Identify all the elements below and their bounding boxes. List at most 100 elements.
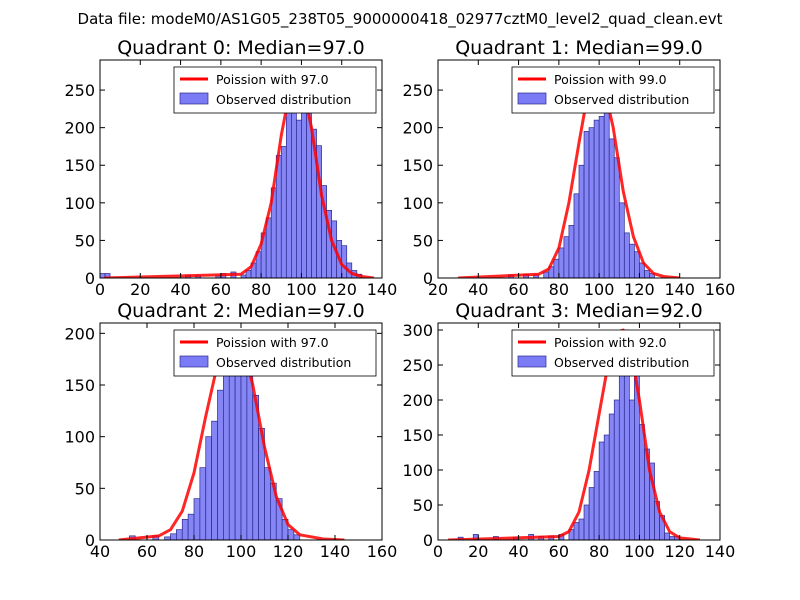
- x-tick-label: 20: [130, 280, 150, 299]
- subplot-title: Quadrant 3: Median=92.0: [455, 300, 703, 322]
- subplot-quadrant-2: 40 60 80 100 120 140 160 0 50 100 150 200 Quadrant 2…: [64, 300, 397, 561]
- histogram-bar: [629, 243, 635, 278]
- x-tick-label: 40: [90, 542, 110, 561]
- y-tick-label: 200: [64, 324, 95, 343]
- y-tick-label: 150: [64, 156, 95, 175]
- histogram-bar: [553, 258, 560, 278]
- histogram-bar: [583, 131, 590, 278]
- legend-label-observed: Observed distribution: [216, 92, 351, 107]
- histogram-bar: [613, 399, 620, 540]
- histogram-bar: [558, 247, 565, 278]
- legend: Poission with 97.0 Observed distribution: [173, 329, 377, 377]
- histogram-bar: [287, 529, 295, 540]
- histogram-bar: [234, 348, 242, 540]
- legend-label-observed: Observed distribution: [216, 355, 351, 370]
- axes-frame: [99, 59, 383, 279]
- figure-suptitle: Data file: modeM0/AS1G05_238T05_90000004…: [78, 10, 723, 29]
- legend-bar-swatch: [517, 355, 547, 368]
- axes-frame: [437, 59, 721, 279]
- histogram-bar: [205, 436, 212, 540]
- legend-label-poisson: Poission with 92.0: [554, 335, 667, 350]
- histogram-bar: [593, 119, 600, 278]
- y-tick-label: 250: [64, 81, 95, 100]
- legend-box: [511, 66, 715, 114]
- y-tick-label: 100: [402, 194, 433, 213]
- y-tick-label: 50: [75, 479, 95, 498]
- y-tick-label: 50: [413, 231, 433, 250]
- histogram-bar: [573, 522, 580, 540]
- y-tick-label: 0: [85, 531, 95, 550]
- subplot-quadrant-0: 0 20 40 60 80 100 120 140 0 50 100 150 200 250 Quadran…: [64, 37, 397, 299]
- y-tick-label: 150: [402, 156, 433, 175]
- y-tick-label: 100: [402, 461, 433, 480]
- y-tick-label: 0: [423, 269, 433, 288]
- histogram-bar: [588, 487, 595, 540]
- legend: Poission with 97.0 Observed distribution: [173, 66, 377, 114]
- y-tick-label: 200: [402, 391, 433, 410]
- subplot-grid: 0 20 40 60 80 100 120 140050100150200250Quadran…: [64, 37, 735, 561]
- histogram-bar: [341, 245, 348, 278]
- x-tick-label: 20: [468, 542, 488, 561]
- histogram-bar: [588, 127, 595, 278]
- legend-label-poisson: Poission with 99.0: [554, 72, 667, 87]
- y-tick-label: 0: [85, 269, 95, 288]
- subplot-title: Quadrant 2: Median=97.0: [117, 300, 365, 322]
- x-tick-label: 80: [589, 542, 609, 561]
- y-tick-label: 200: [402, 119, 433, 138]
- data-layer: [448, 328, 701, 540]
- x-tick-label: 120: [326, 280, 357, 299]
- histogram-bar: [264, 467, 271, 540]
- histogram-bar: [618, 202, 625, 278]
- x-tick-label: 80: [184, 542, 204, 561]
- y-tick-label: 100: [64, 428, 95, 447]
- histogram-bar: [593, 471, 600, 540]
- x-tick-label: 140: [320, 542, 351, 561]
- y-tick-label: 50: [75, 231, 95, 250]
- y-tick-label: 150: [64, 376, 95, 395]
- histogram-bar: [296, 119, 302, 278]
- x-tick-label: 40: [468, 280, 488, 299]
- x-tick-label: 60: [549, 542, 569, 561]
- histogram-bar: [563, 236, 570, 278]
- x-tick-label: 100: [584, 280, 615, 299]
- histogram-bar: [280, 146, 287, 278]
- x-tick-label: 120: [273, 542, 304, 561]
- histogram-bar: [223, 374, 230, 540]
- legend: Poission with 92.0 Observed distribution: [511, 329, 715, 377]
- histogram-bar: [644, 270, 650, 278]
- x-tick-label: 40: [170, 280, 190, 299]
- x-tick-label: 100: [286, 280, 317, 299]
- histogram-bar: [598, 441, 605, 540]
- histogram-bar: [669, 536, 676, 540]
- y-tick-label: 100: [64, 194, 95, 213]
- x-tick-label: 140: [705, 542, 736, 561]
- histogram-bar: [265, 217, 272, 278]
- histogram-bar: [608, 413, 615, 540]
- x-tick-label: 140: [367, 280, 398, 299]
- legend-bar-swatch: [179, 92, 209, 105]
- histogram-bar: [623, 232, 630, 278]
- x-tick-label: 60: [137, 542, 157, 561]
- y-tick-label: 200: [64, 119, 95, 138]
- x-tick-label: 160: [367, 542, 398, 561]
- legend-label-poisson: Poission with 97.0: [216, 335, 329, 350]
- histogram-bar: [583, 504, 590, 540]
- histogram-bar: [568, 225, 575, 278]
- histogram-bar: [608, 138, 615, 278]
- subplot-quadrant-1: 20 40 60 80 100 120 140 160 0 50 100 150 200 250 Quadr…: [402, 37, 735, 299]
- y-tick-label: 300: [402, 321, 433, 340]
- legend-box: [511, 329, 715, 377]
- x-tick-label: 120: [624, 280, 655, 299]
- histogram-bar: [629, 399, 635, 540]
- subplot-quadrant-3: 0 20 40 60 80 100 120 140 0 50 100 150 200 250 300 Quad…: [402, 300, 735, 561]
- histogram-bar: [639, 424, 645, 540]
- histogram-bar: [603, 434, 610, 540]
- data-layer: [100, 69, 375, 278]
- legend-label-observed: Observed distribution: [554, 92, 689, 107]
- histogram-bar: [176, 529, 183, 540]
- x-tick-label: 140: [664, 280, 695, 299]
- histogram-bar: [211, 420, 218, 540]
- subplot-title: Quadrant 0: Median=97.0: [117, 37, 365, 59]
- x-tick-label: 0: [95, 280, 105, 299]
- x-tick-label: 120: [664, 542, 695, 561]
